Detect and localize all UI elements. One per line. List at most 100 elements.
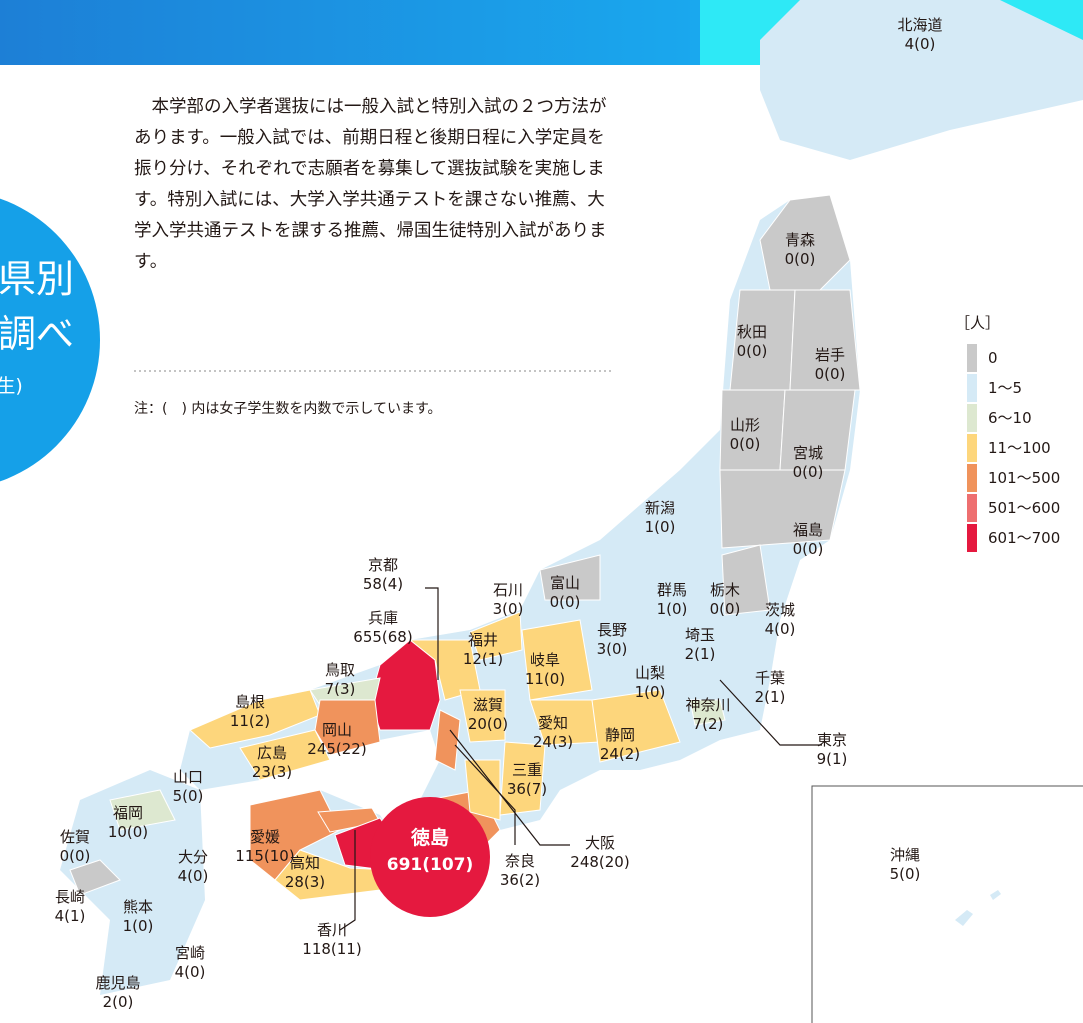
prefecture-count: 0(0) [785, 250, 816, 268]
legend-label: 0 [988, 349, 998, 367]
circle-line: (学生) [0, 375, 23, 397]
legend-label: 1〜5 [988, 379, 1022, 397]
legend-swatch [967, 344, 977, 372]
legend-swatch [967, 464, 977, 492]
prefecture-area [465, 760, 500, 820]
prefecture-area [720, 470, 845, 548]
prefecture-count: 5(0) [173, 787, 204, 805]
intro-paragraph: 本学部の入学者選抜には一般入試と特別入試の２つ方法があります。一般入試では、前期… [134, 92, 614, 278]
prefecture-count: 2(0) [103, 993, 134, 1011]
prefecture-count: 4(0) [765, 620, 796, 638]
prefecture-name: 新潟 [645, 499, 675, 517]
prefecture-name: 奈良 [505, 852, 535, 870]
prefecture-count: 118(11) [302, 940, 361, 958]
prefecture-name: 山形 [730, 416, 760, 434]
prefecture-name: 埼玉 [685, 626, 715, 644]
prefecture-name: 香川 [317, 921, 347, 939]
prefecture-count: 0(0) [815, 365, 846, 383]
prefecture-name: 愛媛 [250, 828, 280, 846]
banner [0, 0, 700, 65]
prefecture-count: 0(0) [730, 435, 761, 453]
prefecture-count: 24(2) [600, 745, 640, 763]
prefecture-count: 36(7) [507, 780, 547, 798]
prefecture-count: 3(0) [493, 600, 524, 618]
prefecture-count: 3(0) [597, 640, 628, 658]
prefecture-name: 佐賀 [60, 828, 90, 846]
prefecture-count: 1(0) [635, 683, 666, 701]
prefecture-name: 茨城 [765, 601, 795, 619]
prefecture-count: 10(0) [108, 823, 148, 841]
legend-unit: ［人］ [955, 314, 1000, 332]
prefecture-name: 宮城 [793, 444, 823, 462]
prefecture-count: 0(0) [737, 342, 768, 360]
prefecture-count: 12(1) [463, 650, 503, 668]
prefecture-count: 4(0) [175, 963, 206, 981]
prefecture-count: 1(0) [645, 518, 676, 536]
prefecture-name: 岐阜 [530, 651, 560, 669]
prefecture-name: 島根 [235, 693, 265, 711]
prefecture-count: 7(3) [325, 680, 356, 698]
prefecture-name: 沖縄 [890, 846, 920, 864]
prefecture-count: 4(0) [178, 867, 209, 885]
prefecture-count: 7(2) [693, 715, 724, 733]
prefecture-count: 655(68) [353, 628, 412, 646]
prefecture-name: 鳥取 [325, 661, 355, 679]
prefecture-count: 115(10) [235, 847, 294, 865]
prefecture-count: 4(0) [905, 35, 936, 53]
prefecture-name: 福岡 [113, 804, 143, 822]
prefecture-count: 11(2) [230, 712, 270, 730]
prefecture-count: 0(0) [710, 600, 741, 618]
prefecture-name: 栃木 [710, 581, 740, 599]
prefecture-name: 岩手 [815, 346, 845, 364]
prefecture-name: 富山 [550, 574, 580, 592]
legend-label: 101〜500 [988, 469, 1060, 487]
prefecture-name: 長崎 [55, 888, 85, 906]
prefecture-count: 23(3) [252, 763, 292, 781]
prefecture-count: 24(3) [533, 733, 573, 751]
prefecture-name: 大分 [178, 848, 208, 866]
prefecture-name: 大阪 [585, 834, 615, 852]
page: 県別 調べ (学生) ［人］ 0 1〜5 6〜10 11〜100 101〜500 501〜6… [0, 0, 1083, 1023]
circle-line: 県別 [0, 257, 74, 301]
prefecture-name: 東京 [817, 731, 847, 749]
prefecture-name: 三重 [512, 761, 542, 779]
prefecture-count: 691(107) [387, 855, 474, 875]
prefecture-name: 滋賀 [473, 696, 503, 714]
legend-swatch [967, 434, 977, 462]
prefecture-area [435, 710, 460, 770]
prefecture-count: 58(4) [363, 575, 403, 593]
prefecture-count: 0(0) [793, 540, 824, 558]
legend-label: 601〜700 [988, 529, 1060, 547]
prefecture-name: 北海道 [897, 16, 942, 34]
prefecture-name: 熊本 [123, 898, 153, 916]
prefecture-name: 岡山 [322, 721, 352, 739]
prefecture-count: 0(0) [60, 847, 91, 865]
legend-swatch [967, 374, 977, 402]
prefecture-count: 0(0) [793, 463, 824, 481]
prefecture-name: 京都 [368, 556, 398, 574]
legend-label: 501〜600 [988, 499, 1060, 517]
prefecture-count: 11(0) [525, 670, 565, 688]
prefecture-count: 2(1) [755, 688, 786, 706]
circle-line: 調べ [0, 312, 74, 356]
prefecture-count: 2(1) [685, 645, 716, 663]
legend-swatch [967, 404, 977, 432]
prefecture-count: 28(3) [285, 873, 325, 891]
prefecture-count: 36(2) [500, 871, 540, 889]
legend: ［人］ 0 1〜5 6〜10 11〜100 101〜500 501〜600 601〜700 [955, 314, 1060, 552]
prefecture-name: 長野 [597, 621, 627, 639]
prefecture-name: 千葉 [755, 669, 785, 687]
prefecture-name: 愛知 [538, 714, 568, 732]
prefecture-count: 245(22) [307, 740, 366, 758]
legend-label: 11〜100 [988, 439, 1051, 457]
note: 注：( ) 内は女子学生数を内数で示しています。 [134, 398, 442, 418]
prefecture-count: 20(0) [468, 715, 508, 733]
prefecture-name: 福井 [468, 631, 498, 649]
prefecture-name: 神奈川 [685, 696, 730, 714]
prefecture-name: 鹿児島 [95, 974, 140, 992]
prefecture-name: 青森 [785, 231, 815, 249]
prefecture-name: 秋田 [737, 323, 767, 341]
prefecture-name: 群馬 [657, 581, 687, 599]
prefecture-count: 0(0) [550, 593, 581, 611]
legend-label: 6〜10 [988, 409, 1032, 427]
